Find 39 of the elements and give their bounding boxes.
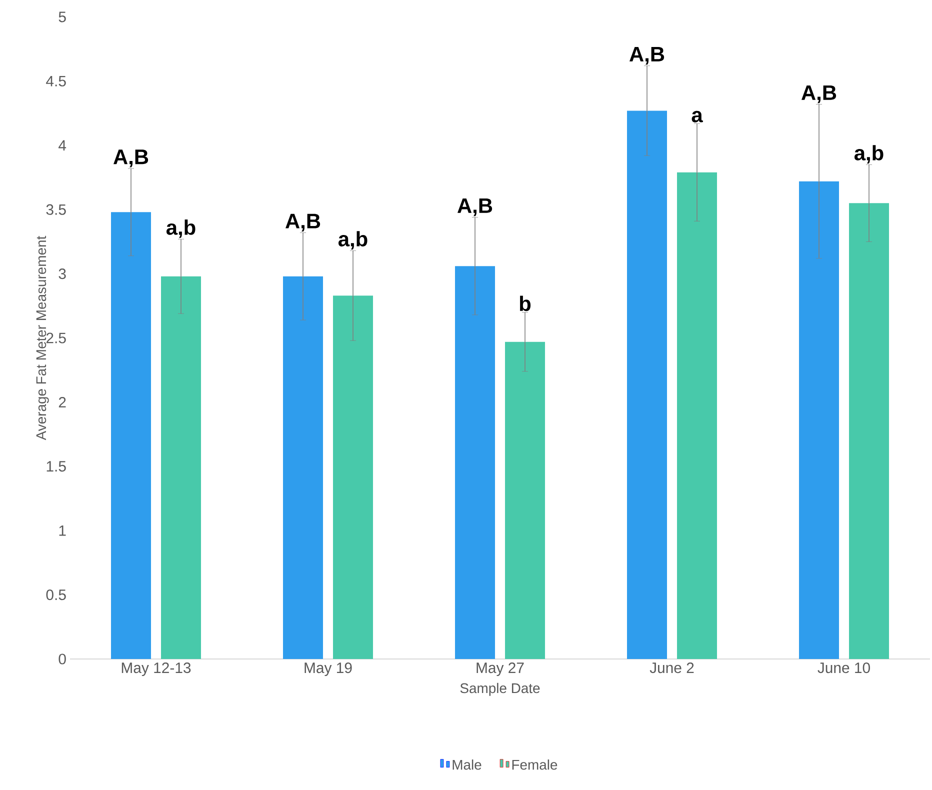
annotation: A,B xyxy=(286,214,320,232)
y-tick-label: 0 xyxy=(58,654,66,664)
annotation: a,b xyxy=(854,145,884,164)
annotation: A,B xyxy=(114,150,148,168)
y-tick-label: 1.5 xyxy=(46,461,66,472)
y-tick-label: 0.5 xyxy=(46,590,66,600)
bar xyxy=(455,266,496,659)
x-tick-label: June 2 xyxy=(650,662,694,674)
y-tick-label: 5 xyxy=(58,12,66,22)
bar xyxy=(111,212,151,659)
bar xyxy=(677,172,718,659)
y-tick-label: 2.5 xyxy=(46,332,66,344)
x-tick-label: June 10 xyxy=(818,662,870,674)
x-tick-label: May 27 xyxy=(476,662,524,676)
bar xyxy=(161,276,201,659)
y-tick-label: 3 xyxy=(58,268,66,280)
legend-label: Female xyxy=(512,759,558,770)
y-tick-label: 4.5 xyxy=(46,76,66,86)
annotation: A,B xyxy=(630,46,664,65)
annotation: A,B xyxy=(802,85,836,104)
x-axis-title: Sample Date xyxy=(460,682,540,696)
annotation: a xyxy=(692,110,703,122)
legend-label: Male xyxy=(452,759,482,770)
y-tick-label: 3.5 xyxy=(46,204,66,215)
x-tick-label: May 12-13 xyxy=(122,662,191,676)
bar xyxy=(505,342,546,659)
y-tick-label: 1 xyxy=(59,525,66,536)
bar xyxy=(283,276,323,659)
bar xyxy=(849,203,890,659)
annotation: a,b xyxy=(166,220,196,238)
y-tick-label: 4 xyxy=(58,140,66,151)
annotation: A,B xyxy=(458,198,492,216)
bar xyxy=(627,110,668,659)
bar xyxy=(799,181,840,659)
y-tick-label: 2 xyxy=(58,396,66,408)
x-tick-label: May 19 xyxy=(304,662,352,676)
bar xyxy=(333,296,374,659)
annotation: a,b xyxy=(338,231,368,250)
annotation: b xyxy=(520,296,531,312)
